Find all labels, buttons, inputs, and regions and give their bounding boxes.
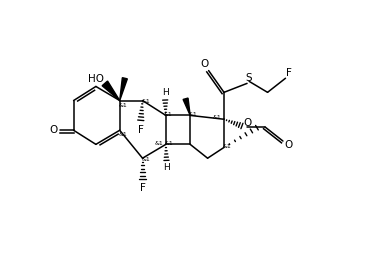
Text: &1: &1 — [188, 112, 197, 117]
Text: &1: &1 — [119, 103, 127, 108]
Polygon shape — [183, 98, 190, 116]
Text: &1: &1 — [142, 99, 150, 104]
Text: H: H — [163, 163, 170, 172]
Text: &1: &1 — [222, 144, 231, 149]
Text: S: S — [245, 73, 252, 83]
Text: &1: &1 — [155, 141, 164, 146]
Text: F: F — [138, 125, 144, 135]
Text: F: F — [286, 68, 292, 78]
Text: O: O — [200, 59, 208, 69]
Polygon shape — [120, 78, 127, 100]
Text: F: F — [140, 183, 146, 193]
Text: &1: &1 — [165, 141, 173, 146]
Text: &1: &1 — [142, 157, 151, 162]
Text: O: O — [284, 140, 292, 150]
Text: O: O — [243, 118, 252, 128]
Text: HO: HO — [88, 74, 104, 84]
Text: &1: &1 — [164, 112, 173, 117]
Text: H: H — [162, 88, 168, 97]
Text: O: O — [49, 125, 58, 135]
Text: &1: &1 — [119, 132, 127, 137]
Text: &1: &1 — [212, 115, 221, 120]
Polygon shape — [102, 81, 120, 100]
